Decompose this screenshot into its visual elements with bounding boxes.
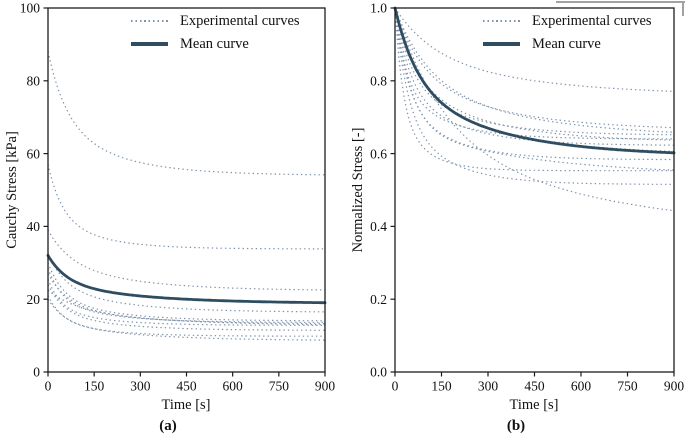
x-tick-label: 150 xyxy=(431,379,452,394)
y-tick-label: 100 xyxy=(20,1,41,16)
dotted-line-sample xyxy=(131,20,168,22)
experimental-b-10 xyxy=(394,7,674,172)
y-tick-label: 0.0 xyxy=(370,365,387,380)
y-tick-label: 0.6 xyxy=(370,146,387,161)
legend-entry-mean: Mean curve xyxy=(131,36,300,52)
x-tick-label: 300 xyxy=(130,379,151,394)
experimental-b-12 xyxy=(394,7,674,185)
x-tick-label: 750 xyxy=(269,379,290,394)
plot-frame xyxy=(47,7,326,373)
experimental-a-04 xyxy=(47,253,325,313)
plot-b-axes: 0 150 300 450 600 750 900 0.0 0.2 0.4 0.6 0.8 1.0 xyxy=(370,1,684,394)
legend-entry-mean: Mean curve xyxy=(483,36,652,52)
legend-a: Experimental curves Mean curve xyxy=(131,13,300,52)
y-tick-label: 60 xyxy=(27,146,41,161)
plot-b-curves xyxy=(393,6,676,212)
y-tick-label: 0.8 xyxy=(370,74,387,89)
x-tick-label: 150 xyxy=(84,379,105,394)
legend-label-mean: Mean curve xyxy=(532,36,601,52)
legend-b: Experimental curves Mean curve xyxy=(483,13,652,52)
y-tick-label: 0.4 xyxy=(370,219,387,234)
legend-label-mean: Mean curve xyxy=(180,36,249,52)
x-tick-label: 300 xyxy=(478,379,499,394)
x-tick-label: 450 xyxy=(176,379,197,394)
caption-a: (a) xyxy=(159,418,177,434)
caption-b: (b) xyxy=(507,418,525,434)
experimental-b-01 xyxy=(394,7,674,92)
y-tick-label: 20 xyxy=(27,292,41,307)
legend-entry-experimental: Experimental curves xyxy=(483,13,652,29)
experimental-b-05 xyxy=(394,7,674,140)
x-tick-label: 600 xyxy=(223,379,244,394)
y-tick-label: 0.2 xyxy=(370,292,387,307)
plot-a-curves xyxy=(46,51,327,341)
experimental-b-04 xyxy=(394,7,675,133)
x-tick-label: 450 xyxy=(524,379,545,394)
experimental-a-12 xyxy=(47,298,325,341)
y-tick-label: 0 xyxy=(33,365,40,380)
legend-entry-experimental: Experimental curves xyxy=(131,13,300,29)
x-tick-label: 0 xyxy=(392,379,399,394)
experimental-a-10 xyxy=(47,289,326,326)
x-tick-label: 0 xyxy=(45,379,52,394)
page-edge-artifact-right xyxy=(682,1,684,16)
legend-label-experimental: Experimental curves xyxy=(532,13,652,29)
y-axis-label-a: Cauchy Stress [kPa] xyxy=(4,131,20,249)
dotted-line-sample xyxy=(483,20,520,22)
x-tick-label: 750 xyxy=(617,379,638,394)
plot-a-axes: 0 150 300 450 600 750 900 0 20 40 60 80 100 xyxy=(20,1,336,394)
legend-label-experimental: Experimental curves xyxy=(180,13,300,29)
experimental-a-01 xyxy=(47,51,325,176)
solid-line-sample xyxy=(483,42,520,46)
x-tick-label: 900 xyxy=(664,379,685,394)
mean-b xyxy=(393,6,676,155)
x-axis-label-a: Time [s] xyxy=(161,397,210,413)
experimental-b-02 xyxy=(394,7,674,129)
experimental-b-03 xyxy=(394,7,675,136)
y-tick-label: 1.0 xyxy=(370,1,387,16)
solid-line-sample xyxy=(131,42,168,46)
mean-a xyxy=(46,254,327,305)
experimental-a-02 xyxy=(47,164,325,250)
x-axis-label-b: Time [s] xyxy=(509,397,558,413)
x-tick-label: 900 xyxy=(315,379,336,394)
x-tick-label: 600 xyxy=(571,379,592,394)
y-axis-label-b: Normalized Stress [-] xyxy=(350,128,366,253)
page-edge-artifact-top xyxy=(556,1,685,3)
plot-frame xyxy=(394,7,675,373)
experimental-b-13 xyxy=(394,7,675,212)
y-tick-label: 40 xyxy=(27,219,41,234)
experimental-a-06 xyxy=(47,268,325,323)
experimental-a-03 xyxy=(47,229,325,291)
y-tick-label: 80 xyxy=(27,74,41,89)
